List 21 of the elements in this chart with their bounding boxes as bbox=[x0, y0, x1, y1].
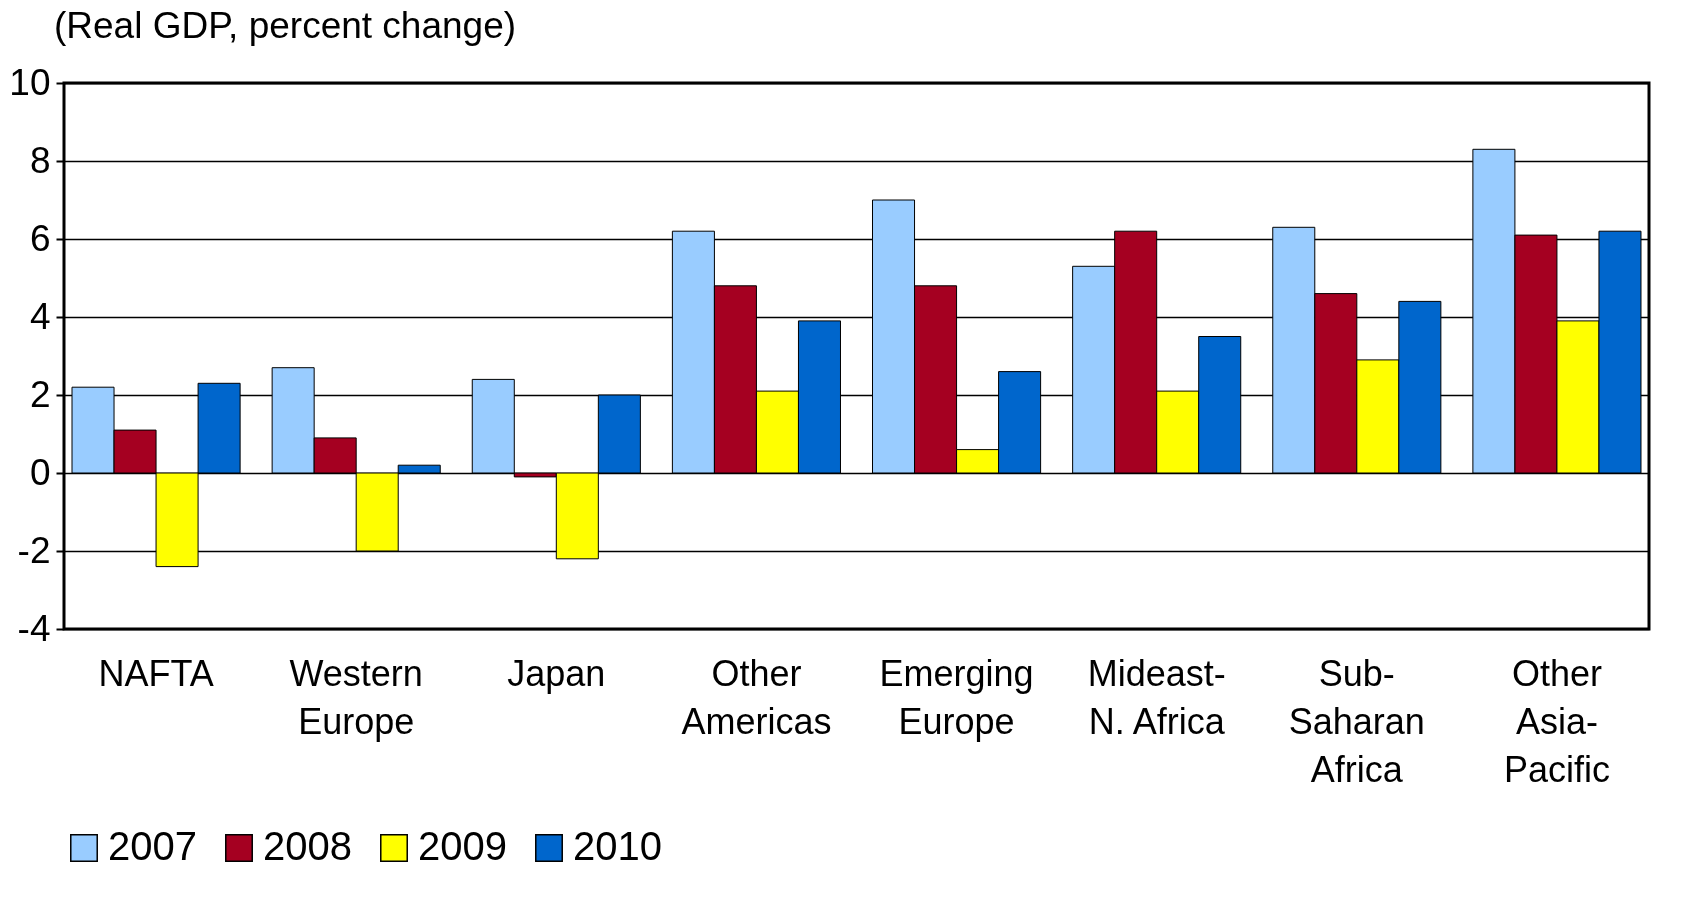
y-tick-label: 4 bbox=[29, 295, 51, 337]
x-tick-label: NAFTA bbox=[98, 652, 214, 694]
y-tick-label: 6 bbox=[29, 217, 51, 259]
legend-label: 2008 bbox=[263, 824, 352, 868]
y-tick-label: -2 bbox=[17, 529, 51, 571]
y-tick-label: 0 bbox=[29, 451, 51, 493]
y-tick-label: 10 bbox=[9, 61, 51, 103]
x-tick-label: Sub- Saharan Africa bbox=[1288, 652, 1425, 790]
x-tick-label: Emerging Europe bbox=[879, 652, 1034, 742]
x-tick-label: Mideast- N. Africa bbox=[1087, 652, 1226, 742]
x-tick-label: Western Europe bbox=[289, 652, 423, 742]
x-tick-label: Other Americas bbox=[681, 652, 832, 742]
legend-label: 2009 bbox=[418, 824, 507, 868]
legend-label: 2010 bbox=[573, 824, 662, 868]
y-tick-label: 8 bbox=[29, 139, 51, 181]
y-tick-label: -4 bbox=[17, 607, 51, 649]
x-tick-label: Japan bbox=[507, 652, 606, 694]
y-tick-label: 2 bbox=[29, 373, 51, 415]
x-tick-label: Other Asia- Pacific bbox=[1503, 652, 1610, 790]
chart-title: (Real GDP, percent change) bbox=[54, 5, 517, 46]
legend-label: 2007 bbox=[108, 824, 197, 868]
